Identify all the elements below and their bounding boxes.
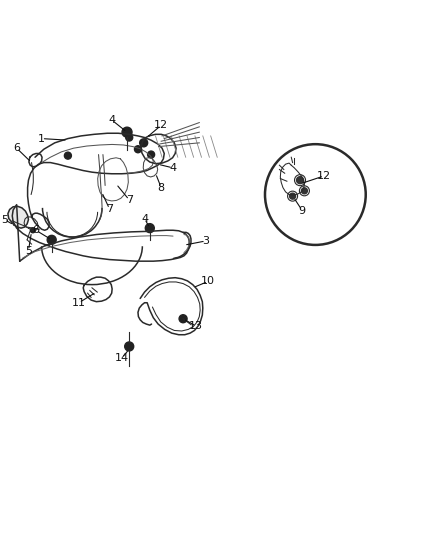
- Text: 8: 8: [158, 183, 165, 192]
- Circle shape: [64, 152, 71, 159]
- Text: 7: 7: [126, 195, 133, 205]
- Circle shape: [30, 228, 35, 233]
- Text: 9: 9: [299, 206, 306, 215]
- Text: 1: 1: [38, 134, 45, 143]
- Circle shape: [134, 146, 141, 153]
- Text: 4: 4: [108, 115, 115, 125]
- Text: 12: 12: [317, 171, 331, 181]
- Circle shape: [297, 176, 304, 184]
- Text: 12: 12: [154, 120, 168, 130]
- Text: 4: 4: [170, 163, 177, 173]
- Circle shape: [179, 314, 187, 323]
- Circle shape: [126, 134, 133, 141]
- Text: 13: 13: [189, 321, 203, 331]
- Text: 5: 5: [25, 246, 32, 255]
- Circle shape: [47, 236, 56, 244]
- Text: 6: 6: [32, 225, 39, 235]
- Text: 3: 3: [202, 236, 209, 246]
- Circle shape: [125, 342, 134, 351]
- Circle shape: [145, 224, 154, 232]
- Circle shape: [148, 151, 155, 158]
- Circle shape: [301, 188, 307, 194]
- Text: 7: 7: [106, 204, 113, 214]
- Circle shape: [290, 193, 296, 199]
- Text: 10: 10: [201, 277, 215, 286]
- Text: 11: 11: [72, 298, 86, 308]
- Text: 6: 6: [13, 143, 20, 153]
- Circle shape: [122, 127, 132, 137]
- Polygon shape: [8, 206, 28, 228]
- Text: 14: 14: [115, 353, 129, 363]
- Text: 5: 5: [1, 215, 8, 224]
- Circle shape: [140, 139, 148, 147]
- Text: 4: 4: [141, 214, 148, 223]
